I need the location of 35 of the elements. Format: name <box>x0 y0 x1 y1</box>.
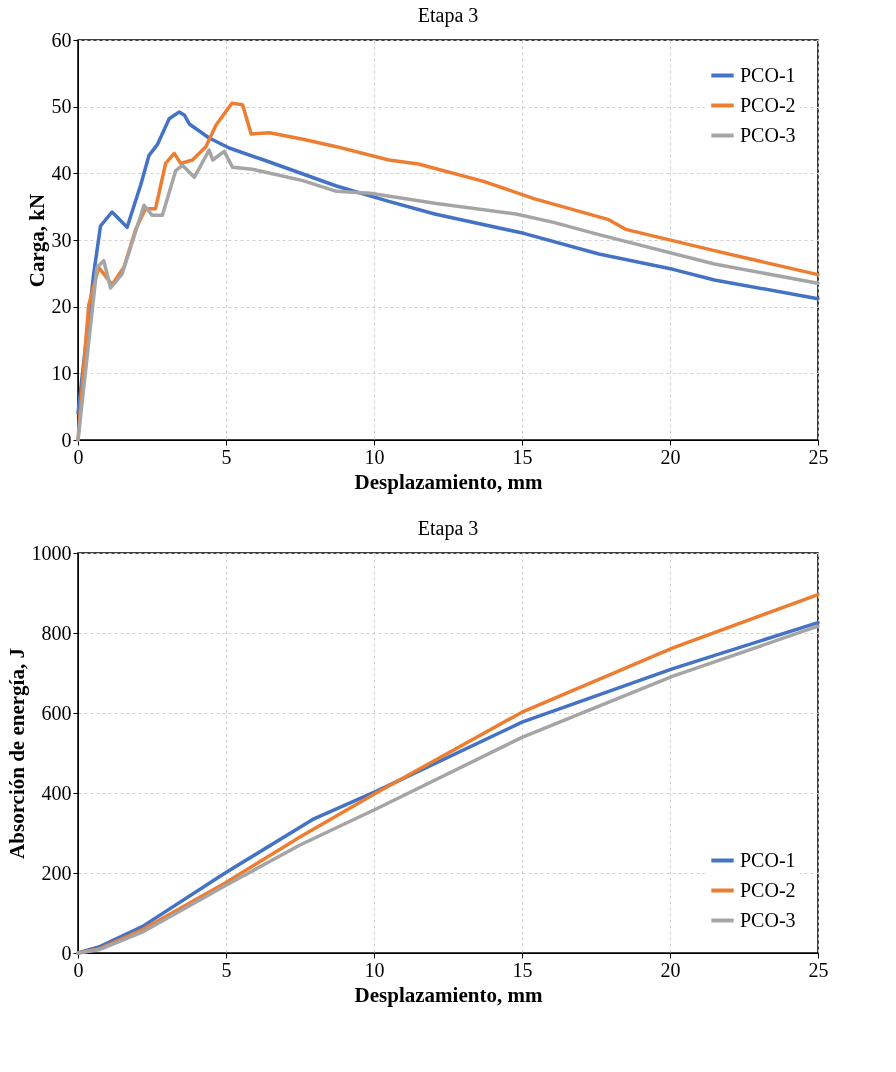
x-tick-label: 10 <box>364 445 385 468</box>
legend-label: PCO-1 <box>740 848 796 871</box>
x-axis-title: Desplazamiento, mm <box>354 982 543 1007</box>
y-tick-label: 400 <box>41 781 72 804</box>
y-tick-label: 600 <box>41 701 72 724</box>
y-tick-label: 10 <box>51 361 72 384</box>
x-tick-label: 25 <box>808 445 829 468</box>
legend-label: PCO-3 <box>740 123 796 146</box>
x-tick-label: 20 <box>660 958 681 981</box>
chart-title: Etapa 3 <box>417 4 479 27</box>
y-tick-label: 200 <box>41 861 72 884</box>
x-tick-label: 25 <box>808 958 829 981</box>
chart-title: Etapa 3 <box>417 517 479 540</box>
x-tick-label: 15 <box>512 958 533 981</box>
legend-label: PCO-2 <box>740 93 796 116</box>
y-axis-title: Absorción de energía, J <box>4 648 29 859</box>
y-tick-label: 60 <box>51 28 72 51</box>
y-tick-label: 1000 <box>31 541 72 564</box>
y-tick-label: 20 <box>51 295 72 318</box>
legend-label: PCO-2 <box>740 878 796 901</box>
legend-label: PCO-1 <box>740 63 796 86</box>
y-tick-label: 0 <box>61 428 72 451</box>
y-tick-label: 50 <box>51 95 72 118</box>
x-tick-label: 5 <box>221 445 232 468</box>
x-tick-label: 10 <box>364 958 385 981</box>
y-tick-label: 800 <box>41 621 72 644</box>
x-tick-label: 20 <box>660 445 681 468</box>
x-axis-title: Desplazamiento, mm <box>354 469 543 494</box>
y-tick-label: 30 <box>51 228 72 251</box>
y-axis-title: Carga, kN <box>24 193 49 288</box>
legend-label: PCO-3 <box>740 908 796 931</box>
y-tick-label: 40 <box>51 161 72 184</box>
x-tick-label: 15 <box>512 445 533 468</box>
y-tick-label: 0 <box>61 941 72 964</box>
x-tick-label: 5 <box>221 958 232 981</box>
